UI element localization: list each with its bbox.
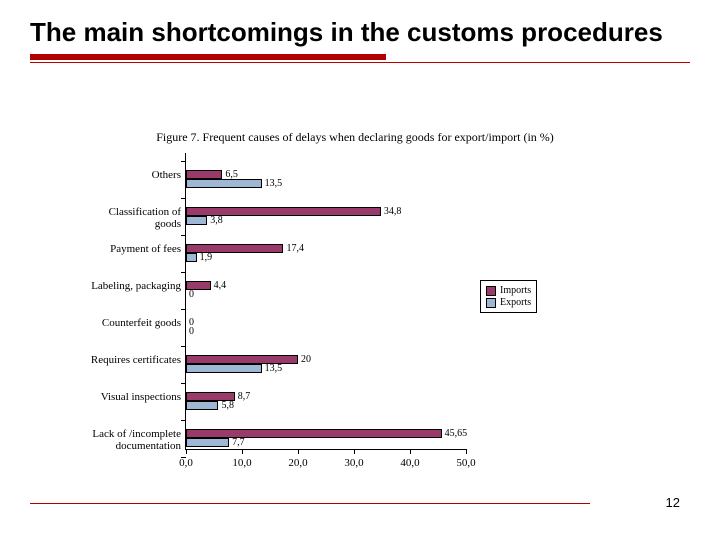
bar-value-label: 3,8 [210, 215, 223, 226]
y-axis-labels: Others Classification of goods Payment of … [85, 153, 185, 449]
bar-exports [186, 216, 207, 225]
x-tick [410, 449, 411, 454]
legend-label: Exports [500, 297, 531, 308]
y-tick [181, 346, 186, 347]
bar-value-label: 13,5 [265, 363, 283, 374]
bar-value-label: 17,4 [286, 243, 304, 254]
legend-item: Exports [486, 297, 531, 308]
bar-value-label: 0 [189, 326, 194, 337]
y-tick [181, 198, 186, 199]
y-axis-label: Others [85, 169, 181, 181]
title-rule-thin [30, 62, 690, 63]
y-tick [181, 161, 186, 162]
x-tick-label: 20,0 [288, 457, 307, 469]
y-axis-label: Payment of fees [85, 243, 181, 255]
y-axis-label: Requires certificates [85, 354, 181, 366]
y-tick [181, 309, 186, 310]
x-tick-label: 10,0 [232, 457, 251, 469]
bar-value-label: 4,4 [214, 280, 227, 291]
legend-label: Imports [500, 285, 531, 296]
x-tick [298, 449, 299, 454]
x-tick-label: 30,0 [344, 457, 363, 469]
y-axis-label: Counterfeit goods [85, 317, 181, 329]
bar-imports [186, 170, 222, 179]
bar-value-label: 5,8 [221, 400, 234, 411]
y-tick [181, 457, 186, 458]
y-tick [181, 272, 186, 273]
bar-value-label: 1,9 [200, 252, 213, 263]
slide-title: The main shortcomings in the customs pro… [30, 18, 690, 48]
chart: Figure 7. Frequent causes of delays when… [85, 130, 625, 510]
plot-area: 0,010,020,030,040,050,06,513,534,83,817,… [185, 153, 466, 450]
bar-value-label: 13,5 [265, 178, 283, 189]
page-number: 12 [666, 495, 680, 510]
bar-value-label: 7,7 [232, 437, 245, 448]
bar-exports [186, 364, 262, 373]
bar-imports [186, 429, 442, 438]
y-axis-label: Visual inspections [85, 391, 181, 403]
chart-title: Figure 7. Frequent causes of delays when… [126, 130, 585, 145]
bar-exports [186, 401, 218, 410]
footer-rule-thin [30, 503, 590, 504]
bar-exports [186, 253, 197, 262]
bar-exports [186, 438, 229, 447]
bar-value-label: 34,8 [384, 206, 402, 217]
chart-plot: Others Classification of goods Payment of … [85, 153, 625, 450]
bar-value-label: 8,7 [238, 391, 251, 402]
y-axis-label: Lack of /incomplete documentation [85, 428, 181, 452]
bar-value-label: 0 [189, 289, 194, 300]
legend-item: Imports [486, 285, 531, 296]
x-tick [242, 449, 243, 454]
x-tick-label: 0,0 [179, 457, 193, 469]
bar-value-label: 20 [301, 354, 311, 365]
x-tick [186, 449, 187, 454]
x-tick [354, 449, 355, 454]
legend-swatch [486, 298, 496, 308]
slide: The main shortcomings in the customs pro… [0, 0, 720, 540]
y-tick [181, 420, 186, 421]
x-tick-label: 50,0 [456, 457, 475, 469]
legend: ImportsExports [480, 280, 537, 313]
y-axis-label: Labeling, packaging [85, 280, 181, 292]
bar-exports [186, 179, 262, 188]
bar-value-label: 45,65 [445, 428, 468, 439]
y-tick [181, 383, 186, 384]
legend-swatch [486, 286, 496, 296]
y-axis-label: Classification of goods [85, 206, 181, 230]
x-tick [466, 449, 467, 454]
y-tick [181, 235, 186, 236]
title-rule-thick [30, 54, 386, 60]
x-tick-label: 40,0 [400, 457, 419, 469]
